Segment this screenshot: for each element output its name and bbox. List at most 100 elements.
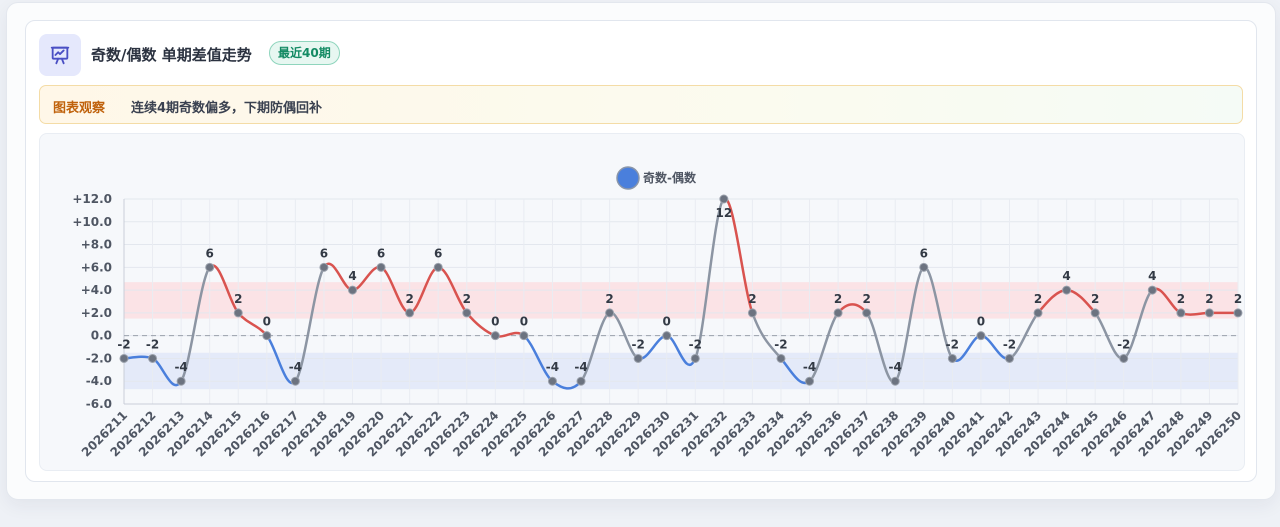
chart-title: 奇数/偶数 单期差值走势 bbox=[91, 46, 252, 64]
data-point bbox=[1090, 308, 1100, 318]
y-tick-label: -6.0 bbox=[86, 397, 112, 411]
observation-label: 图表观察 bbox=[53, 101, 106, 116]
data-label: 6 bbox=[206, 246, 214, 260]
data-label: 2 bbox=[748, 292, 756, 306]
data-point bbox=[547, 376, 557, 386]
legend-marker bbox=[616, 166, 640, 190]
y-tick-label: +12.0 bbox=[72, 192, 112, 206]
data-point bbox=[376, 262, 386, 272]
y-tick-label: +8.0 bbox=[81, 238, 112, 252]
data-label: 4 bbox=[348, 269, 356, 283]
data-label: 0 bbox=[663, 315, 671, 329]
data-label: 2 bbox=[605, 292, 613, 306]
data-point bbox=[890, 376, 900, 386]
data-point bbox=[348, 285, 358, 295]
data-point bbox=[405, 308, 415, 318]
data-point bbox=[719, 194, 729, 204]
data-label: 2 bbox=[1034, 292, 1042, 306]
diff-line-chart: -6.0 -4.0 -2.0 0.0 +2.0 +4.0 +6.0 +8.0 +10.0 +12.… bbox=[72, 166, 1244, 459]
data-label: -2 bbox=[117, 337, 130, 351]
data-label: -2 bbox=[146, 337, 159, 351]
data-label: 4 bbox=[1148, 269, 1156, 283]
data-point bbox=[462, 308, 472, 318]
data-point bbox=[605, 308, 615, 318]
series-line-segment bbox=[893, 266, 926, 383]
data-point bbox=[319, 262, 329, 272]
data-point bbox=[433, 262, 443, 272]
series-line-segment bbox=[294, 266, 326, 383]
data-label: 2 bbox=[1234, 292, 1242, 306]
data-label: 2 bbox=[834, 292, 842, 306]
data-label: -2 bbox=[689, 337, 702, 351]
data-point bbox=[947, 353, 957, 363]
data-point bbox=[148, 353, 158, 363]
data-point bbox=[519, 331, 529, 341]
data-point bbox=[176, 376, 186, 386]
data-label: 6 bbox=[434, 246, 442, 260]
y-tick-label: +4.0 bbox=[81, 283, 112, 297]
data-label: 4 bbox=[1062, 269, 1070, 283]
data-point bbox=[862, 308, 872, 318]
observation-banner: 图表观察 连续4期奇数偏多，下期防偶回补 bbox=[39, 85, 1243, 124]
data-point bbox=[1204, 308, 1214, 318]
y-tick-label: -4.0 bbox=[86, 374, 112, 388]
y-tick-label: +2.0 bbox=[81, 306, 112, 320]
data-point bbox=[976, 331, 986, 341]
data-label: 0 bbox=[520, 315, 528, 329]
outer-frame: 奇数/偶数 单期差值走势 最近40期 图表观察 连续4期奇数偏多，下期防偶回补 … bbox=[6, 2, 1276, 500]
data-point bbox=[262, 331, 272, 341]
data-point bbox=[1233, 308, 1243, 318]
data-label: -4 bbox=[574, 360, 587, 374]
data-label: 2 bbox=[1177, 292, 1185, 306]
data-point bbox=[205, 262, 215, 272]
data-point bbox=[919, 262, 929, 272]
data-point bbox=[290, 376, 300, 386]
y-tick-label: 0.0 bbox=[91, 329, 112, 343]
data-label: 6 bbox=[320, 246, 328, 260]
data-label: -2 bbox=[774, 337, 787, 351]
data-label: -4 bbox=[289, 360, 302, 374]
data-label: -4 bbox=[546, 360, 559, 374]
data-point bbox=[662, 331, 672, 341]
period-badge: 最近40期 bbox=[269, 41, 340, 65]
data-point bbox=[1062, 285, 1072, 295]
data-point bbox=[747, 308, 757, 318]
data-label: -4 bbox=[803, 360, 816, 374]
data-point bbox=[490, 331, 500, 341]
data-point bbox=[1176, 308, 1186, 318]
data-point bbox=[633, 353, 643, 363]
data-label: -4 bbox=[174, 360, 187, 374]
data-point bbox=[576, 376, 586, 386]
data-point bbox=[119, 353, 129, 363]
y-tick-label: -2.0 bbox=[86, 351, 112, 365]
series-line-segment bbox=[179, 266, 211, 383]
data-label: -4 bbox=[889, 360, 902, 374]
data-point bbox=[1004, 353, 1014, 363]
data-label: 0 bbox=[491, 315, 499, 329]
data-label: 0 bbox=[263, 315, 271, 329]
presentation-chart-icon bbox=[39, 34, 81, 76]
legend-label: 奇数-偶数 bbox=[643, 170, 697, 185]
data-label: 2 bbox=[234, 292, 242, 306]
data-label: 2 bbox=[463, 292, 471, 306]
data-point bbox=[1147, 285, 1157, 295]
data-label: 12 bbox=[715, 206, 732, 220]
series-line-segment bbox=[694, 197, 726, 360]
data-label: 2 bbox=[1205, 292, 1213, 306]
data-label: 6 bbox=[377, 246, 385, 260]
chart-card: 奇数/偶数 单期差值走势 最近40期 图表观察 连续4期奇数偏多，下期防偶回补 … bbox=[25, 20, 1257, 482]
data-point bbox=[805, 376, 815, 386]
data-label: 2 bbox=[1091, 292, 1099, 306]
y-tick-label: +6.0 bbox=[81, 260, 112, 274]
data-label: -2 bbox=[1117, 337, 1130, 351]
data-point bbox=[1119, 353, 1129, 363]
y-tick-label: +10.0 bbox=[72, 215, 112, 229]
data-label: 2 bbox=[405, 292, 413, 306]
data-point bbox=[233, 308, 243, 318]
data-point bbox=[690, 353, 700, 363]
data-point bbox=[833, 308, 843, 318]
data-label: 2 bbox=[862, 292, 870, 306]
data-label: -2 bbox=[1003, 337, 1016, 351]
data-point bbox=[1033, 308, 1043, 318]
chart-area: -6.0 -4.0 -2.0 0.0 +2.0 +4.0 +6.0 +8.0 +10.0 +12.… bbox=[39, 133, 1245, 471]
